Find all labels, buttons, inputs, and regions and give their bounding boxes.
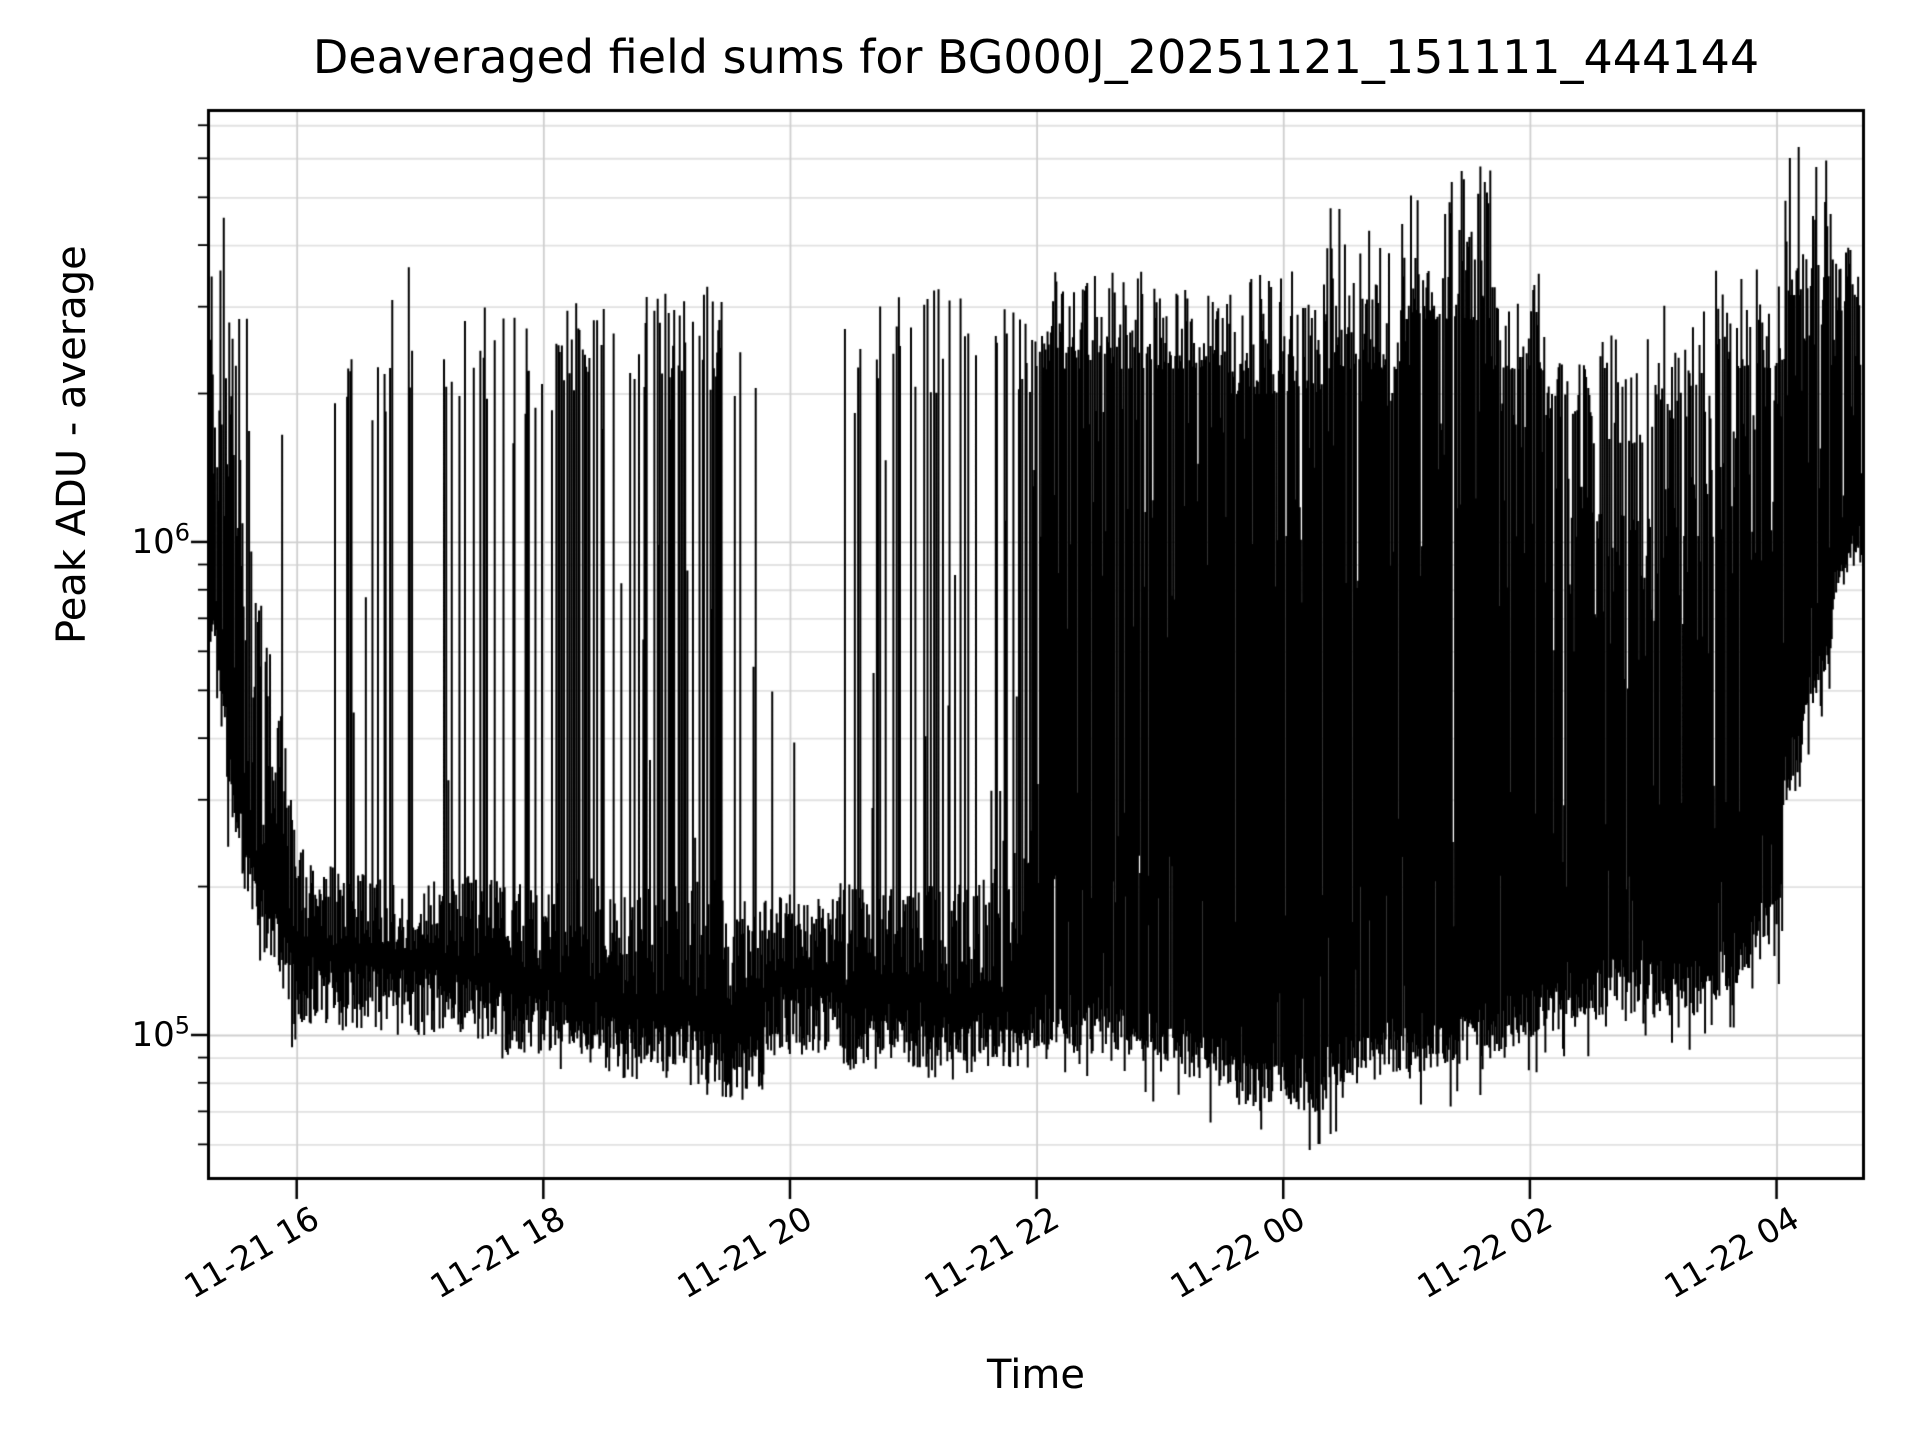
y-tick-label: 105 [131,1011,190,1055]
x-axis-label: Time [987,1352,1085,1398]
chart-title: Deaveraged field sums for BG000J_2025112… [312,30,1760,84]
y-tick-label: 106 [131,518,190,562]
